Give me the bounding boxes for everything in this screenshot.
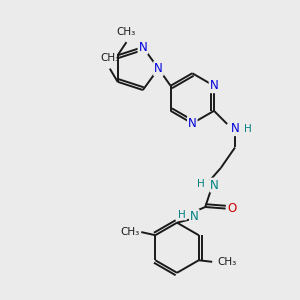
Text: N: N [190,210,199,223]
Text: N: N [210,178,219,192]
Text: O: O [228,202,237,215]
Text: O: O [130,226,140,238]
Text: H: H [197,178,205,188]
Text: CH₃: CH₃ [100,53,119,63]
Text: CH₃: CH₃ [120,227,140,237]
Text: H: H [178,210,186,220]
Text: N: N [231,122,239,135]
Text: H: H [244,124,251,134]
Text: N: N [210,79,218,92]
Text: N: N [188,117,197,130]
Text: CH₃: CH₃ [218,257,237,267]
Text: N: N [154,62,163,75]
Text: CH₃: CH₃ [117,26,136,37]
Text: N: N [139,40,147,54]
